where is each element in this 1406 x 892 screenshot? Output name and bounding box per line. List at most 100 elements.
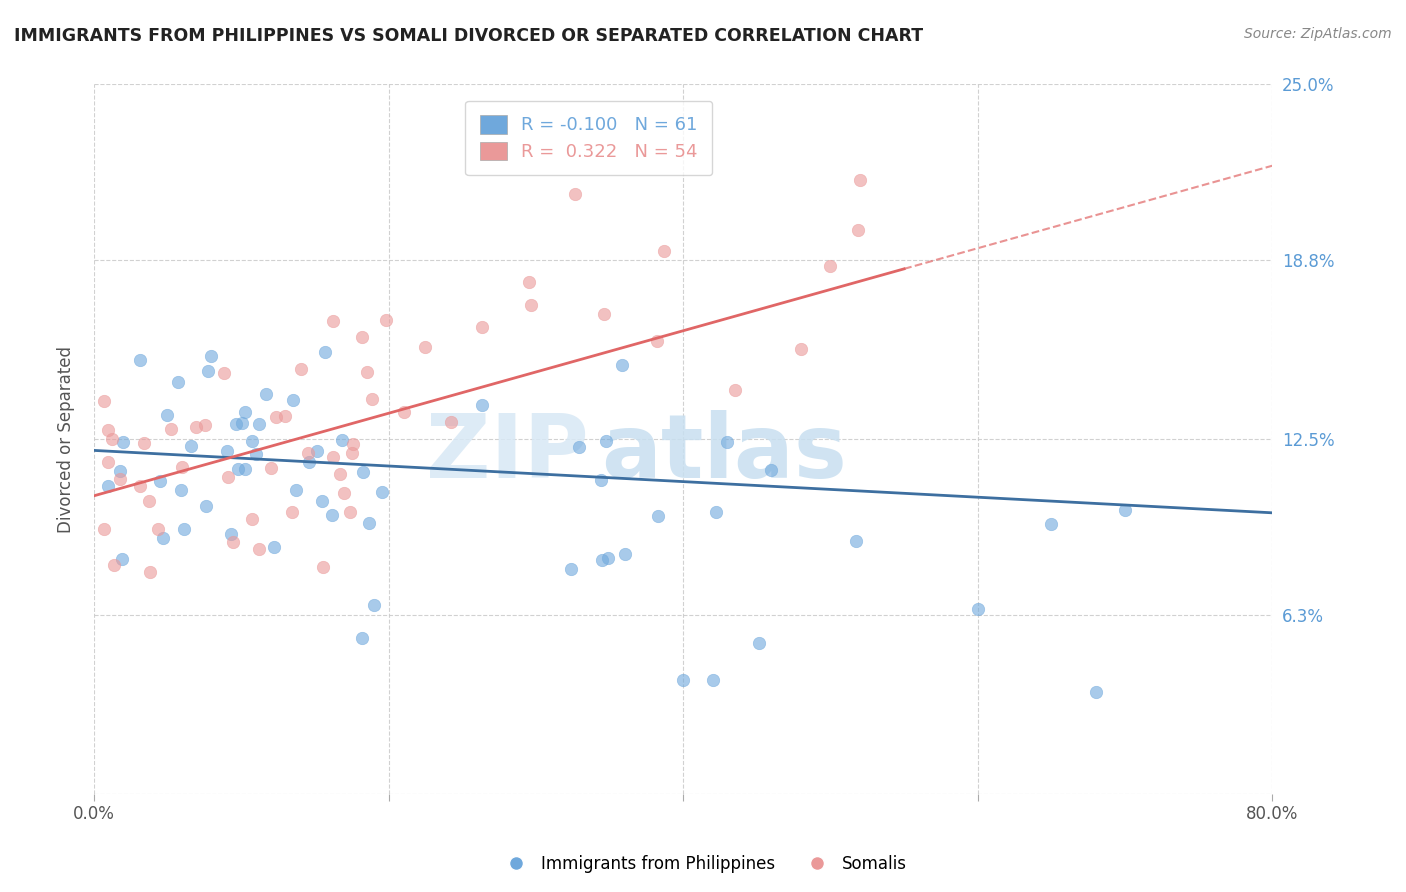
Point <box>173 522 195 536</box>
Point <box>790 342 813 356</box>
Point <box>704 505 727 519</box>
Point <box>672 673 695 688</box>
Point <box>169 483 191 498</box>
Point <box>440 415 463 429</box>
Point <box>333 485 356 500</box>
Point <box>568 440 591 454</box>
Point <box>197 363 219 377</box>
Point <box>222 534 245 549</box>
Point <box>247 417 270 431</box>
Point <box>297 446 319 460</box>
Point <box>156 409 179 423</box>
Point <box>103 558 125 572</box>
Point <box>245 447 267 461</box>
Point <box>321 508 343 523</box>
Legend: Immigrants from Philippines, Somalis: Immigrants from Philippines, Somalis <box>492 848 914 880</box>
Point <box>152 531 174 545</box>
Point <box>233 461 256 475</box>
Point <box>759 463 782 477</box>
Point <box>283 393 305 408</box>
Point <box>647 509 669 524</box>
Point <box>322 450 344 464</box>
Point <box>231 416 253 430</box>
Point <box>149 474 172 488</box>
Point <box>311 494 333 508</box>
Point <box>110 464 132 478</box>
Point <box>356 365 378 379</box>
Point <box>966 602 988 616</box>
Point <box>654 244 676 259</box>
Point <box>330 433 353 447</box>
Point <box>274 409 297 424</box>
Point <box>108 472 131 486</box>
Point <box>342 437 364 451</box>
Text: ZIP: ZIP <box>426 409 589 497</box>
Point <box>1040 517 1063 532</box>
Point <box>820 259 842 273</box>
Point <box>357 516 380 531</box>
Point <box>352 465 374 479</box>
Point <box>322 314 344 328</box>
Point <box>564 187 586 202</box>
Point <box>517 276 540 290</box>
Point <box>645 334 668 348</box>
Point <box>240 512 263 526</box>
Point <box>471 397 494 411</box>
Text: IMMIGRANTS FROM PHILIPPINES VS SOMALI DIVORCED OR SEPARATED CORRELATION CHART: IMMIGRANTS FROM PHILIPPINES VS SOMALI DI… <box>14 27 924 45</box>
Point <box>228 462 250 476</box>
Point <box>217 469 239 483</box>
Legend: R = -0.100   N = 61, R =  0.322   N = 54: R = -0.100 N = 61, R = 0.322 N = 54 <box>465 101 713 176</box>
Point <box>845 533 868 548</box>
Point <box>1084 684 1107 698</box>
Point <box>702 673 724 688</box>
Point <box>134 436 156 450</box>
Point <box>1114 503 1136 517</box>
Point <box>305 443 328 458</box>
Text: Source: ZipAtlas.com: Source: ZipAtlas.com <box>1244 27 1392 41</box>
Point <box>352 330 374 344</box>
Point <box>560 561 582 575</box>
Point <box>180 440 202 454</box>
Point <box>128 353 150 368</box>
Point <box>159 421 181 435</box>
Point <box>225 417 247 431</box>
Point <box>595 434 617 448</box>
Point <box>266 409 288 424</box>
Point <box>846 222 869 236</box>
Point <box>415 341 437 355</box>
Point <box>194 417 217 432</box>
Text: atlas: atlas <box>600 409 846 497</box>
Point <box>240 434 263 448</box>
Point <box>100 432 122 446</box>
Point <box>263 540 285 554</box>
Point <box>371 485 394 500</box>
Point <box>610 359 633 373</box>
Point <box>97 423 120 437</box>
Point <box>146 523 169 537</box>
Point <box>247 542 270 557</box>
Point <box>724 383 747 397</box>
Point <box>591 473 613 487</box>
Point <box>298 455 321 469</box>
Point <box>312 560 335 574</box>
Point <box>314 345 336 359</box>
Point <box>281 505 304 519</box>
Point <box>352 631 374 645</box>
Point <box>520 298 543 312</box>
Point <box>598 550 620 565</box>
Point <box>111 552 134 566</box>
Point <box>748 636 770 650</box>
Point <box>167 375 190 389</box>
Point <box>290 361 312 376</box>
Point <box>593 307 616 321</box>
Point <box>195 499 218 513</box>
Point <box>138 494 160 508</box>
Point <box>716 434 738 449</box>
Point <box>591 553 613 567</box>
Point <box>97 455 120 469</box>
Point <box>200 349 222 363</box>
Point <box>471 319 494 334</box>
Point <box>394 404 416 418</box>
Point <box>260 461 283 475</box>
Point <box>129 479 152 493</box>
